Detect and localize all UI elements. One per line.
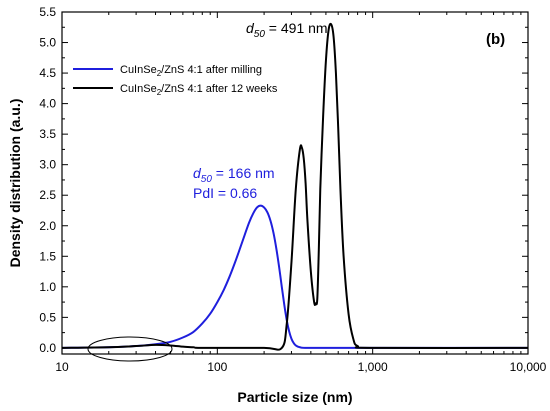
- y-tick-label: 2.0: [39, 219, 56, 233]
- y-tick-label: 0.5: [39, 310, 56, 324]
- panel-label: (b): [486, 31, 505, 48]
- y-tick-label: 1.5: [39, 249, 56, 263]
- y-tick-label: 3.5: [39, 127, 56, 141]
- y-tick-label: 1.0: [39, 280, 56, 294]
- x-axis-title: Particle size (nm): [237, 389, 352, 405]
- series-line-after-milling: [62, 204, 528, 349]
- y-tick-label: 5.0: [39, 36, 56, 50]
- y-tick-label: 5.5: [39, 5, 56, 19]
- y-tick-label: 2.5: [39, 188, 56, 202]
- x-tick-label: 10: [55, 360, 69, 374]
- legend-label-12-weeks: CuInSe2/ZnS 4:1 after 12 weeks: [120, 83, 278, 97]
- legend: CuInSe2/ZnS 4:1 after milling CuInSe2/Zn…: [73, 64, 278, 97]
- data-curves: [62, 22, 528, 351]
- y-tick-label: 0.0: [39, 341, 56, 355]
- y-tick-label: 4.0: [39, 97, 56, 111]
- y-tick-label: 3.0: [39, 158, 56, 172]
- x-tick-label: 100: [207, 360, 227, 374]
- y-tick-labels: 0.0 0.5 1.0 1.5 2.0 2.5 3.0 3.5 4.0 4.5 5.0 5.5: [39, 5, 56, 355]
- highlight-ellipse: [87, 336, 173, 362]
- annotation-blue-pdi: PdI = 0.66: [193, 185, 257, 201]
- x-tick-label: 10,000: [510, 360, 547, 374]
- y-axis-title: Density distribution (a.u.): [7, 99, 23, 268]
- legend-label-milling: CuInSe2/ZnS 4:1 after milling: [120, 64, 262, 78]
- x-tick-labels: 10 100 1,000 10,000: [55, 360, 546, 374]
- series-line-after-12-weeks: [62, 22, 528, 351]
- annotation-black-d50: d50 = 491 nm: [246, 20, 328, 40]
- annotation-blue-d50: d50 = 166 nm: [193, 165, 275, 185]
- y-tick-label: 4.5: [39, 66, 56, 80]
- plot-frame: [61, 11, 529, 355]
- x-tick-label: 1,000: [358, 360, 388, 374]
